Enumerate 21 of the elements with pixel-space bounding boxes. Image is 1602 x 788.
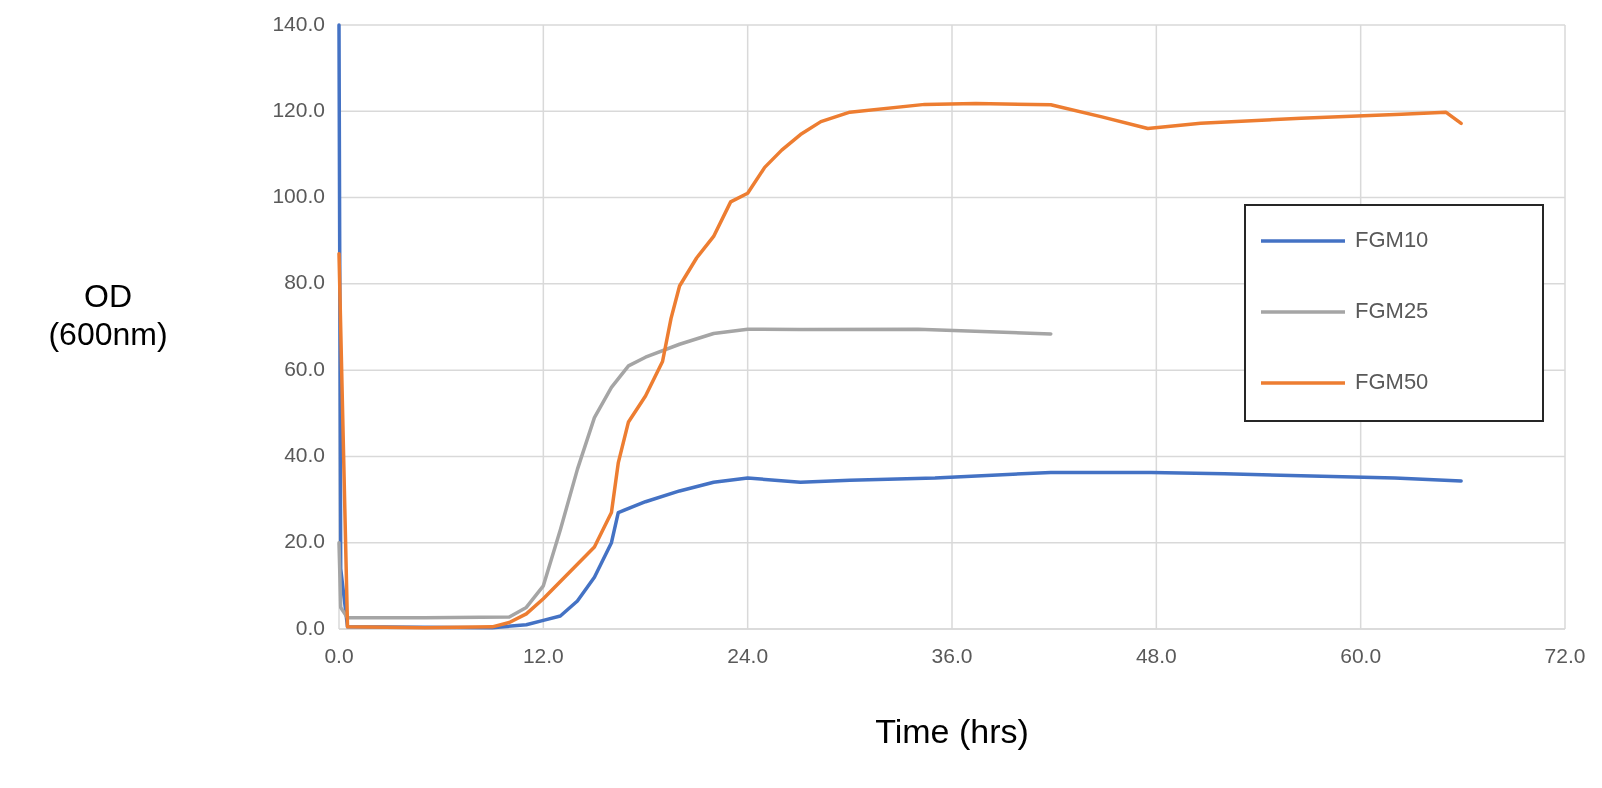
legend-label: FGM10 [1355,226,1429,252]
x-tick-label: 24.0 [727,644,769,667]
x-axis-title: Time (hrs) [875,712,1029,750]
y-tick-label: 0.0 [295,615,325,639]
legend-label: FGM25 [1355,297,1429,323]
y-axis-title: OD (600nm) [48,278,168,352]
y-tick-label: 20.0 [284,529,325,553]
line-series [337,327,1053,620]
y-tick-label: 80.0 [284,270,325,294]
y-tick-label: 140.0 [272,11,325,35]
legend-label: FGM50 [1355,368,1429,394]
x-tick-label: 12.0 [522,644,564,667]
y-tick-label: 60.0 [284,356,325,380]
y-tick-label: 100.0 [272,184,325,208]
y-tick-label: 40.0 [284,442,325,466]
x-tick-label: 48.0 [1135,644,1177,667]
x-tick-label: 72.0 [1544,644,1586,667]
y-tick-label: 120.0 [272,97,325,121]
x-tick-label: 36.0 [931,644,973,667]
x-tick-label: 60.0 [1340,644,1382,667]
x-tick-label: 0.0 [324,644,354,667]
